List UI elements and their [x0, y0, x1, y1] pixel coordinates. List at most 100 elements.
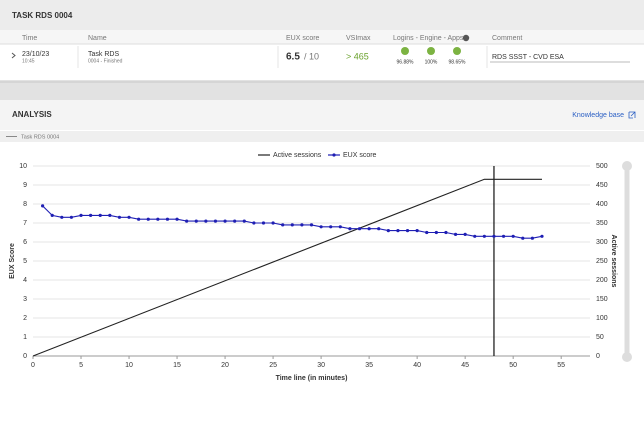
point — [213, 219, 218, 223]
y2-tick-label: 200 — [596, 277, 608, 284]
row-vsimax: > 465 — [346, 51, 369, 61]
point — [396, 229, 400, 233]
col-head: VSImax — [346, 35, 371, 42]
point — [473, 234, 477, 238]
point — [482, 234, 486, 238]
point — [156, 217, 160, 221]
point — [309, 223, 314, 227]
col-head: Time — [22, 35, 37, 42]
row-time: 10:45 — [22, 58, 35, 64]
row-comment[interactable]: RDS SSST - CVD ESA — [492, 54, 564, 61]
logins-pct: 96.88% — [397, 59, 415, 65]
point — [463, 232, 467, 236]
analysis-title: ANALYSIS — [12, 110, 52, 119]
point — [175, 217, 179, 221]
point — [511, 234, 515, 238]
point — [521, 236, 525, 240]
y2-tick-label: 150 — [596, 296, 608, 303]
y-tick-label: 1 — [23, 334, 27, 341]
y2-tick-label: 100 — [596, 315, 608, 322]
tab-label[interactable]: Task RDS 0004 — [21, 134, 59, 140]
status-dot — [453, 47, 461, 55]
point — [242, 219, 246, 223]
y-axis-label: EUX Score — [9, 243, 16, 279]
y-tick-label: 2 — [23, 315, 27, 322]
y2-tick-label: 300 — [596, 239, 608, 246]
y-tick-label: 4 — [23, 277, 27, 284]
point — [300, 223, 304, 227]
expand-chevron[interactable] — [11, 52, 16, 59]
point — [204, 219, 208, 223]
knowledge-link[interactable]: Knowledge base — [572, 112, 624, 119]
y-tick-label: 0 — [23, 353, 27, 360]
y-tick-label: 9 — [23, 182, 27, 189]
point — [453, 232, 458, 236]
point — [492, 234, 496, 238]
point — [444, 230, 448, 235]
point — [137, 217, 141, 221]
x-tick-label: 50 — [509, 362, 517, 369]
task-title: TASK RDS 0004 — [12, 11, 73, 20]
point — [501, 234, 506, 238]
status-dot — [401, 47, 409, 55]
point — [386, 229, 390, 233]
row-score-max: / 10 — [304, 51, 319, 61]
x-tick-label: 5 — [79, 362, 83, 369]
y2-tick-label: 450 — [596, 182, 608, 189]
header-bar — [0, 0, 644, 30]
row-status: 0004 - Finished — [88, 58, 123, 64]
x-tick-label: 15 — [173, 362, 181, 369]
y-tick-label: 8 — [23, 201, 27, 208]
point — [127, 215, 131, 219]
series-line — [32, 178, 542, 357]
point — [329, 225, 333, 229]
gap — [0, 80, 644, 100]
y-tick-label: 10 — [19, 163, 27, 170]
status-dot — [427, 47, 435, 55]
x-tick-label: 30 — [317, 362, 325, 369]
x-tick-label: 25 — [269, 362, 277, 369]
external-icon[interactable] — [628, 111, 636, 119]
engine-pct: 100% — [425, 59, 438, 65]
legend-label: Active sessions — [273, 152, 322, 159]
y-tick-label: 5 — [23, 258, 27, 265]
slider-handle[interactable] — [622, 352, 632, 362]
point — [165, 217, 170, 221]
point — [434, 230, 438, 235]
x-tick-label: 45 — [461, 362, 469, 369]
point — [194, 219, 198, 223]
point — [261, 221, 266, 225]
point — [540, 234, 544, 238]
point — [357, 227, 362, 231]
y2-tick-label: 350 — [596, 220, 608, 227]
point — [290, 223, 294, 227]
y2-tick-label: 250 — [596, 258, 608, 265]
col-head: EUX score — [286, 35, 320, 42]
point — [79, 213, 83, 217]
point — [98, 213, 102, 217]
point — [117, 215, 122, 219]
x-axis-label: Time line (in minutes) — [276, 375, 348, 382]
point — [223, 219, 227, 223]
point — [146, 217, 150, 221]
col-head: Name — [88, 35, 107, 42]
table-header — [0, 30, 644, 44]
point — [338, 225, 342, 229]
x-tick-label: 10 — [125, 362, 133, 369]
x-tick-label: 35 — [365, 362, 373, 369]
analysis-bar — [0, 100, 644, 130]
tab-bar — [0, 131, 644, 142]
point — [405, 229, 410, 233]
col-head: Comment — [492, 35, 522, 42]
slider-handle[interactable] — [622, 161, 632, 171]
point — [367, 227, 371, 231]
info-icon[interactable] — [462, 34, 470, 42]
point — [60, 215, 64, 219]
y2-axis-label: Active sessions — [610, 235, 617, 288]
point — [233, 219, 237, 223]
col-head: Logins - Engine - Apps — [393, 35, 464, 42]
point — [377, 227, 381, 231]
x-tick-label: 55 — [557, 362, 565, 369]
y-tick-label: 6 — [23, 239, 27, 246]
